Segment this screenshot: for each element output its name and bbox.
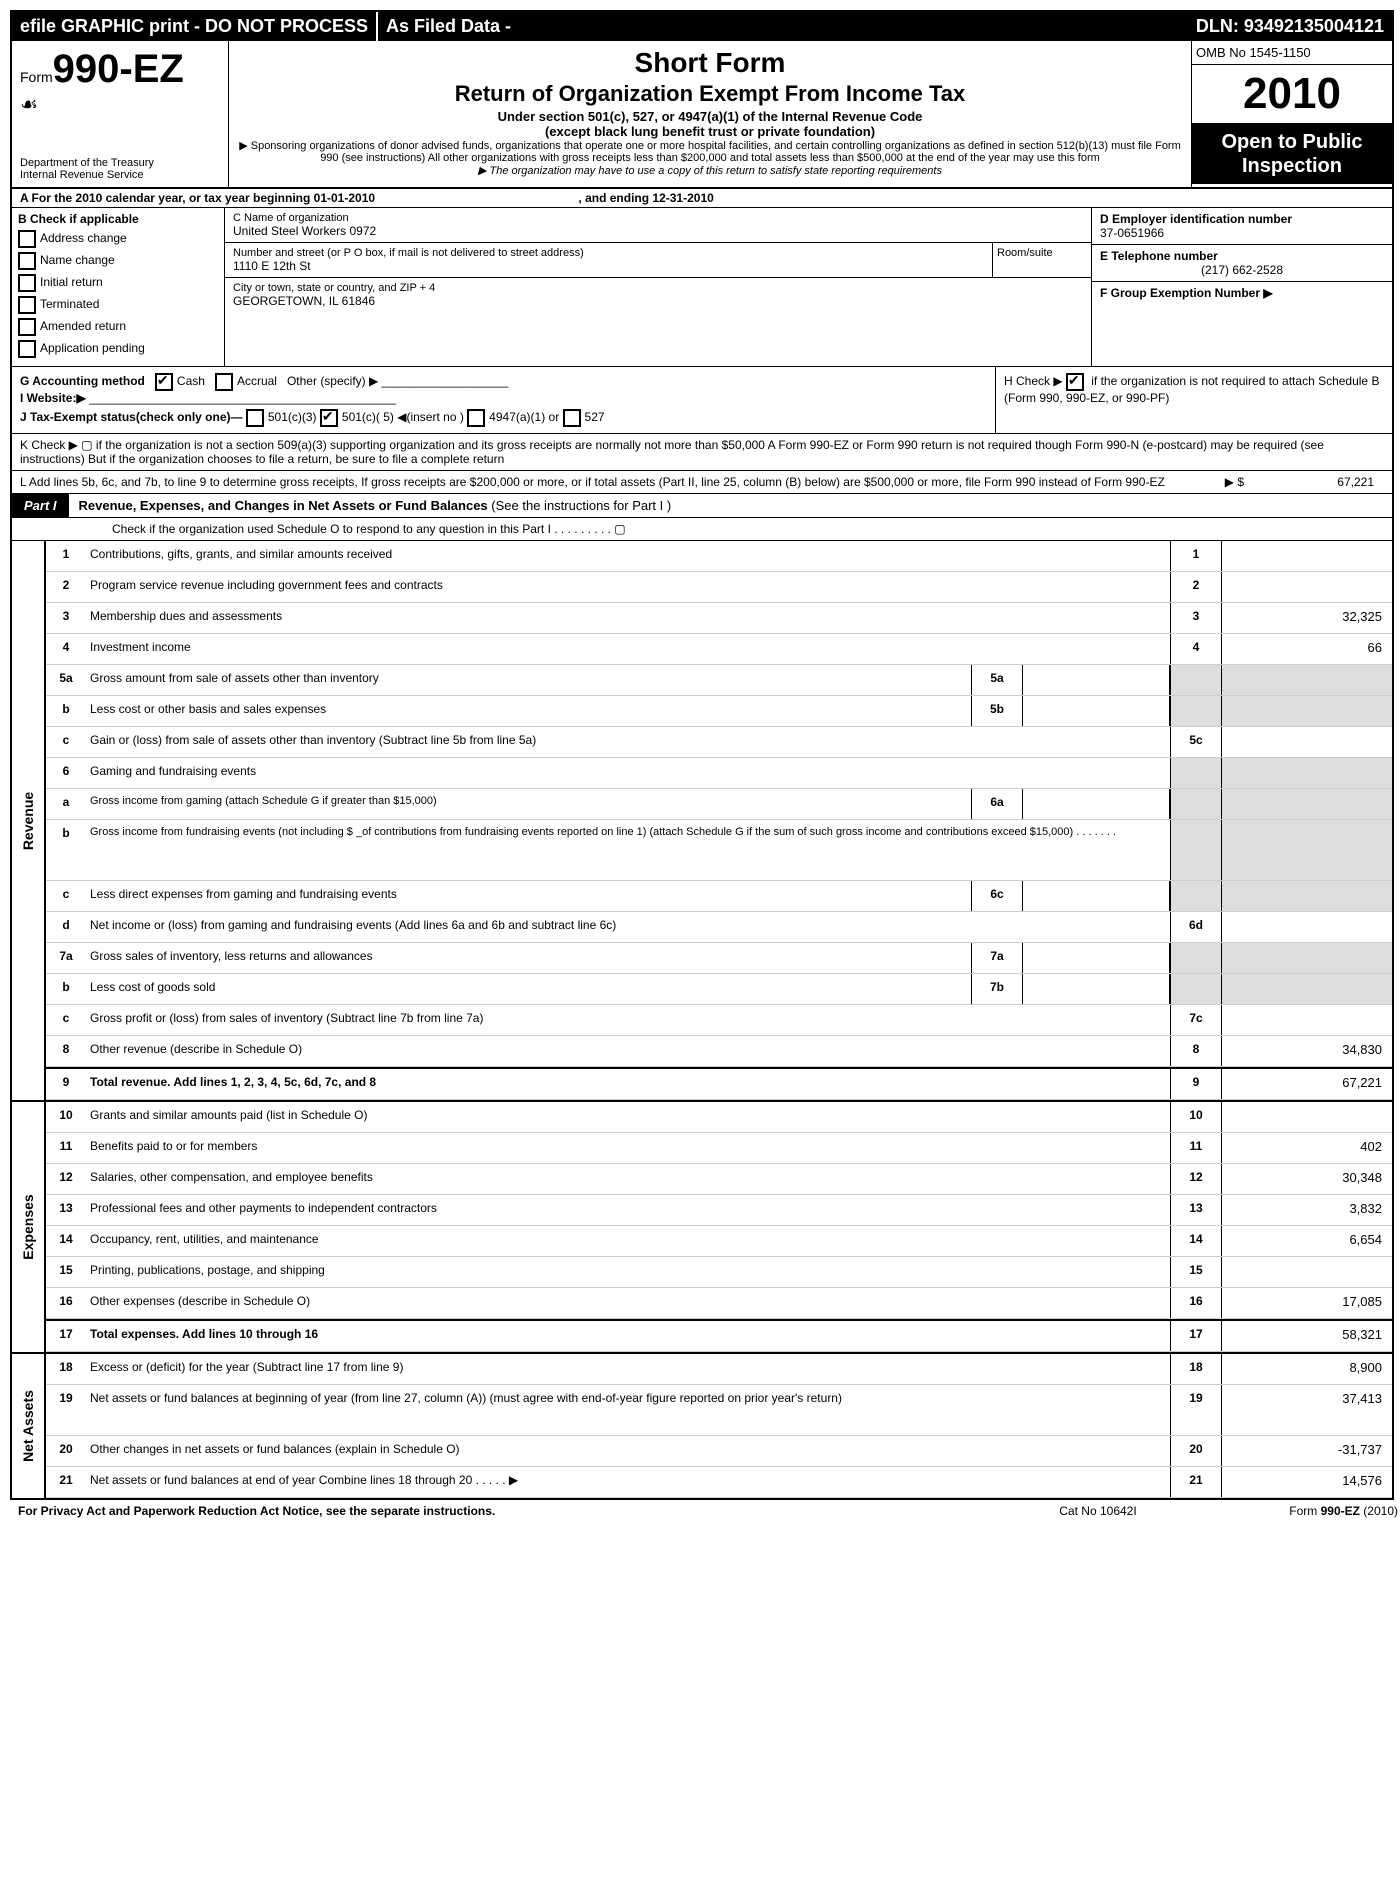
- line-5b: b Less cost or other basis and sales exp…: [46, 696, 1392, 727]
- line-16: 16Other expenses (describe in Schedule O…: [46, 1288, 1392, 1319]
- group-exemption-label: F Group Exemption Number ▶: [1100, 286, 1384, 300]
- line-14: 14Occupancy, rent, utilities, and mainte…: [46, 1226, 1392, 1257]
- col-gi: G Accounting method Cash Accrual Other (…: [12, 367, 995, 433]
- col-h-schedule-b: H Check ▶ if the organization is not req…: [995, 367, 1392, 433]
- cb-initial-return[interactable]: Initial return: [18, 274, 218, 292]
- line-20: 20Other changes in net assets or fund ba…: [46, 1436, 1392, 1467]
- header-center: Short Form Return of Organization Exempt…: [229, 41, 1191, 187]
- sponsoring-note: ▶ Sponsoring organizations of donor advi…: [239, 139, 1181, 164]
- header-left: Form990-EZ ☙ Department of the Treasury …: [12, 41, 229, 187]
- net-assets-label: Net Assets: [20, 1390, 36, 1462]
- line-6: 6 Gaming and fundraising events: [46, 758, 1392, 789]
- dept-treasury: Department of the Treasury: [20, 157, 220, 169]
- open-to-public: Open to Public Inspection: [1192, 124, 1392, 184]
- line-7b: b Less cost of goods sold 7b: [46, 974, 1392, 1005]
- irs-label: Internal Revenue Service: [20, 169, 220, 181]
- line-7c: c Gross profit or (loss) from sales of i…: [46, 1005, 1392, 1036]
- org-street: 1110 E 12th St: [233, 259, 1083, 273]
- short-form-title: Short Form: [239, 47, 1181, 79]
- telephone-value: (217) 662-2528: [1100, 263, 1384, 277]
- section-net-assets: Net Assets 18Excess or (deficit) for the…: [12, 1352, 1392, 1498]
- line-7a: 7a Gross sales of inventory, less return…: [46, 943, 1392, 974]
- line-13: 13Professional fees and other payments t…: [46, 1195, 1392, 1226]
- row-i-website: I Website:▶ ____________________________…: [20, 391, 987, 405]
- org-name: United Steel Workers 0972: [233, 224, 1083, 238]
- cb-cash[interactable]: [155, 373, 173, 391]
- line-6a: a Gross income from gaming (attach Sched…: [46, 789, 1392, 820]
- top-bar: efile GRAPHIC print - DO NOT PROCESS As …: [12, 12, 1392, 41]
- tax-year: 2010: [1192, 65, 1392, 124]
- line-6b: b Gross income from fundraising events (…: [46, 820, 1392, 881]
- line-3: 3 Membership dues and assessments 3 32,3…: [46, 603, 1392, 634]
- line-1: 1 Contributions, gifts, grants, and simi…: [46, 541, 1392, 572]
- row-k: K Check ▶ ▢ if the organization is not a…: [12, 434, 1392, 471]
- part-i-header: Part I Revenue, Expenses, and Changes in…: [12, 494, 1392, 518]
- cb-501c5[interactable]: [320, 409, 338, 427]
- line-4: 4 Investment income 4 66: [46, 634, 1392, 665]
- gross-receipts-value: 67,221: [1244, 475, 1384, 489]
- row-l: L Add lines 5b, 6c, and 7b, to line 9 to…: [12, 471, 1392, 494]
- section-bcd: B Check if applicable Address change Nam…: [12, 208, 1392, 367]
- line-2: 2 Program service revenue including gove…: [46, 572, 1392, 603]
- line-9: 9 Total revenue. Add lines 1, 2, 3, 4, 5…: [46, 1067, 1392, 1100]
- section-subtitle: Under section 501(c), 527, or 4947(a)(1)…: [239, 109, 1181, 124]
- form-ref: Form 990-EZ (2010): [1198, 1504, 1398, 1518]
- cb-application-pending[interactable]: Application pending: [18, 340, 218, 358]
- line-19: 19Net assets or fund balances at beginni…: [46, 1385, 1392, 1436]
- row-a-tax-year: A For the 2010 calendar year, or tax yea…: [12, 188, 1392, 208]
- row-j-tax-exempt: J Tax-Exempt status(check only one)— 501…: [20, 405, 987, 427]
- form-990ez-container: efile GRAPHIC print - DO NOT PROCESS As …: [10, 10, 1394, 1500]
- form-header: Form990-EZ ☙ Department of the Treasury …: [12, 41, 1392, 188]
- line-11: 11Benefits paid to or for members11402: [46, 1133, 1392, 1164]
- dln: DLN: 93492135004121: [1188, 12, 1392, 41]
- line-18: 18Excess or (deficit) for the year (Subt…: [46, 1354, 1392, 1385]
- ein-value: 37-0651966: [1100, 226, 1384, 240]
- efile-notice: efile GRAPHIC print - DO NOT PROCESS: [12, 12, 376, 41]
- privacy-notice: For Privacy Act and Paperwork Reduction …: [18, 1504, 998, 1518]
- cb-name-change[interactable]: Name change: [18, 252, 218, 270]
- line-6c: c Less direct expenses from gaming and f…: [46, 881, 1392, 912]
- header-right: OMB No 1545-1150 2010 Open to Public Ins…: [1191, 41, 1392, 187]
- page-footer: For Privacy Act and Paperwork Reduction …: [10, 1500, 1400, 1522]
- cb-4947a1[interactable]: [467, 409, 485, 427]
- org-city: GEORGETOWN, IL 61846: [233, 294, 1083, 308]
- line-12: 12Salaries, other compensation, and empl…: [46, 1164, 1392, 1195]
- col-c-org-info: C Name of organization United Steel Work…: [225, 208, 1091, 366]
- line-17: 17Total expenses. Add lines 10 through 1…: [46, 1319, 1392, 1352]
- line-21: 21Net assets or fund balances at end of …: [46, 1467, 1392, 1498]
- part-i-schedule-o-check: Check if the organization used Schedule …: [12, 518, 1392, 541]
- line-5c: c Gain or (loss) from sale of assets oth…: [46, 727, 1392, 758]
- cb-terminated[interactable]: Terminated: [18, 296, 218, 314]
- as-filed-label: As Filed Data -: [376, 12, 519, 41]
- line-6d: d Net income or (loss) from gaming and f…: [46, 912, 1392, 943]
- cb-schedule-b[interactable]: [1066, 373, 1084, 391]
- row-ghi: G Accounting method Cash Accrual Other (…: [12, 367, 1392, 434]
- expenses-label: Expenses: [20, 1194, 36, 1259]
- revenue-label: Revenue: [20, 791, 36, 849]
- room-suite-label: Room/suite: [992, 243, 1091, 277]
- form-number: Form990-EZ: [20, 47, 220, 92]
- line-10: 10Grants and similar amounts paid (list …: [46, 1102, 1392, 1133]
- cb-501c3[interactable]: [246, 409, 264, 427]
- col-d-identifiers: D Employer identification number 37-0651…: [1091, 208, 1392, 366]
- cb-527[interactable]: [563, 409, 581, 427]
- row-g-accounting: G Accounting method Cash Accrual Other (…: [20, 373, 987, 391]
- return-title: Return of Organization Exempt From Incom…: [239, 81, 1181, 107]
- omb-number: OMB No 1545-1150: [1192, 41, 1392, 65]
- section-revenue: Revenue 1 Contributions, gifts, grants, …: [12, 541, 1392, 1100]
- line-15: 15Printing, publications, postage, and s…: [46, 1257, 1392, 1288]
- cb-accrual[interactable]: [215, 373, 233, 391]
- line-5a: 5a Gross amount from sale of assets othe…: [46, 665, 1392, 696]
- cb-address-change[interactable]: Address change: [18, 230, 218, 248]
- cb-amended-return[interactable]: Amended return: [18, 318, 218, 336]
- line-8: 8 Other revenue (describe in Schedule O)…: [46, 1036, 1392, 1067]
- state-reporting-note: ▶ The organization may have to use a cop…: [239, 164, 1181, 177]
- section-expenses: Expenses 10Grants and similar amounts pa…: [12, 1100, 1392, 1352]
- col-b-checkboxes: B Check if applicable Address change Nam…: [12, 208, 225, 366]
- except-subtitle: (except black lung benefit trust or priv…: [239, 124, 1181, 139]
- cat-no: Cat No 10642I: [998, 1504, 1198, 1518]
